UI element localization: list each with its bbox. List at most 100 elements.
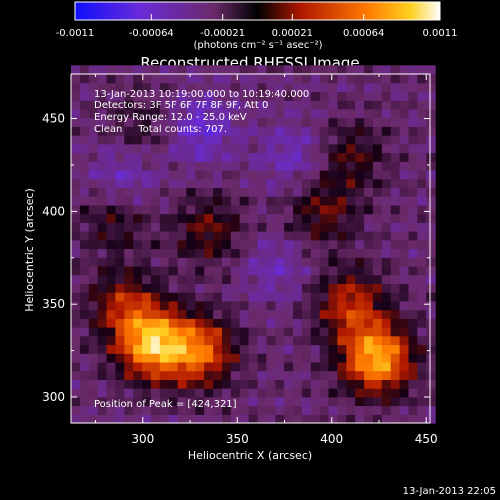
heatmap-cell — [319, 353, 330, 363]
heatmap-cell — [97, 396, 108, 407]
heatmap-cell — [372, 170, 383, 180]
heatmap-cell — [230, 65, 241, 75]
heatmap-cell — [186, 222, 196, 232]
heatmap-cell — [213, 65, 223, 75]
heatmap-cell — [319, 222, 330, 232]
heatmap-cell — [346, 318, 356, 328]
heatmap-cell — [319, 257, 330, 267]
heatmap-cell — [239, 274, 250, 284]
heatmap-cell — [133, 135, 143, 145]
heatmap-cell — [337, 178, 347, 188]
heatmap-cell — [239, 170, 250, 180]
heatmap-cell — [230, 91, 241, 101]
heatmap-cell — [426, 187, 436, 197]
heatmap-cell — [239, 370, 250, 380]
heatmap-cell — [248, 100, 259, 110]
heatmap-cell — [310, 108, 321, 119]
heatmap-cell — [337, 266, 347, 276]
heatmap-cell — [310, 170, 321, 180]
heatmap-cell — [97, 161, 108, 171]
heatmap-cell — [284, 143, 294, 154]
heatmap-cell — [79, 327, 90, 337]
heatmap-cell — [310, 353, 321, 363]
heatmap-cell — [257, 283, 267, 293]
heatmap-cell — [124, 414, 134, 424]
heatmap-cell — [275, 74, 285, 84]
heatmap-cell — [88, 222, 99, 232]
heatmap-cell — [248, 213, 259, 223]
heatmap-cell — [168, 274, 179, 284]
heatmap-cell — [310, 239, 321, 250]
heatmap-cell — [230, 100, 241, 110]
heatmap-cell — [177, 239, 188, 250]
heatmap-cell — [142, 239, 152, 250]
heatmap-cell — [133, 152, 143, 162]
heatmap-cell — [381, 178, 392, 188]
heatmap-cell — [381, 82, 392, 92]
heatmap-cell — [186, 414, 196, 424]
heatmap-cell — [426, 344, 436, 354]
heatmap-cell — [88, 248, 99, 258]
heatmap-cell — [168, 204, 179, 215]
heatmap-cell — [79, 257, 90, 267]
heatmap-cell — [293, 82, 303, 92]
heatmap-cell — [159, 344, 170, 354]
heatmap-cell — [417, 213, 427, 223]
heatmap-cell — [426, 283, 436, 293]
heatmap-cell — [266, 318, 276, 328]
heatmap-cell — [88, 108, 99, 119]
heatmap-cell — [390, 204, 401, 215]
heatmap-cell — [364, 100, 374, 110]
heatmap-cell — [390, 309, 401, 319]
heatmap-cell — [390, 344, 401, 354]
heatmap-cell — [150, 405, 161, 415]
heatmap-cell — [355, 222, 365, 232]
heatmap-cell — [248, 361, 259, 372]
heatmap-cell — [106, 327, 116, 337]
heatmap-cell — [97, 248, 108, 258]
heatmap-cell — [355, 414, 365, 424]
heatmap-cell — [275, 126, 285, 136]
heatmap-cell — [186, 379, 196, 389]
y-tick-label: 350 — [42, 297, 65, 311]
heatmap-cell — [319, 361, 330, 372]
heatmap-cell — [124, 361, 134, 372]
heatmap-cell — [390, 117, 401, 127]
heatmap-cell — [159, 370, 170, 380]
heatmap-cell — [284, 82, 294, 92]
heatmap-cell — [79, 117, 90, 127]
heatmap-cell — [168, 335, 179, 346]
heatmap-cell — [390, 222, 401, 232]
heatmap-cell — [222, 318, 232, 328]
heatmap-cell — [346, 117, 356, 127]
heatmap-cell — [150, 135, 161, 145]
heatmap-cell — [310, 196, 321, 206]
heatmap-cell — [346, 91, 356, 101]
heatmap-cell — [381, 318, 392, 328]
heatmap-cell — [142, 100, 152, 110]
heatmap-cell — [426, 327, 436, 337]
heatmap-cell — [364, 300, 374, 311]
heatmap-cell — [399, 353, 410, 363]
heatmap-cell — [142, 187, 152, 197]
heatmap-cell — [97, 370, 108, 380]
heatmap-cell — [328, 126, 338, 136]
heatmap-cell — [71, 379, 81, 389]
heatmap-cell — [266, 178, 276, 188]
heatmap-cell — [71, 91, 81, 101]
heatmap-cell — [390, 161, 401, 171]
heatmap-cell — [97, 178, 108, 188]
colorbar-tick-label: 0.00064 — [343, 28, 384, 39]
heatmap-cell — [195, 248, 205, 258]
heatmap-cell — [133, 292, 143, 302]
heatmap-cell — [381, 274, 392, 284]
heatmap-cell — [408, 370, 418, 380]
heatmap-cell — [124, 266, 134, 276]
heatmap-cell — [301, 318, 312, 328]
heatmap-cell — [284, 100, 294, 110]
heatmap-cell — [150, 414, 161, 424]
heatmap-cell — [337, 335, 347, 346]
heatmap-cell — [88, 266, 99, 276]
heatmap-cell — [150, 396, 161, 407]
heatmap-cell — [248, 353, 259, 363]
